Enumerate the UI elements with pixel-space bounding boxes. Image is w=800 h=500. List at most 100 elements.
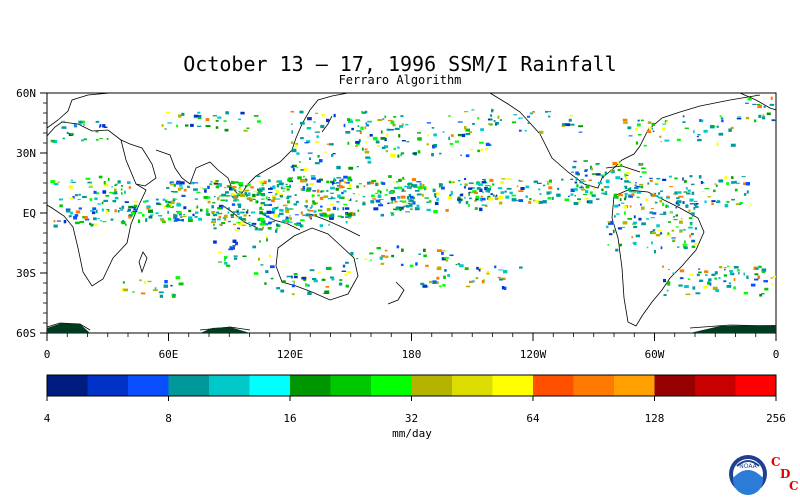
rain-cell xyxy=(250,211,256,214)
rain-cell xyxy=(451,181,456,184)
rain-cell xyxy=(394,208,399,211)
rain-cell xyxy=(256,193,259,196)
rain-cell xyxy=(286,197,290,200)
rain-cell xyxy=(327,266,332,271)
rain-cell xyxy=(238,221,243,225)
rain-cell xyxy=(538,188,541,191)
rain-cell xyxy=(628,135,633,137)
rain-cell xyxy=(343,123,346,128)
rain-cell xyxy=(114,196,119,200)
rain-cell xyxy=(641,167,646,169)
rain-cell xyxy=(518,117,524,119)
rain-cell xyxy=(546,181,549,183)
rain-cell xyxy=(455,263,458,266)
rain-cell xyxy=(746,275,749,280)
rain-cell xyxy=(314,162,320,165)
rain-cell xyxy=(294,194,297,197)
rain-cell xyxy=(584,197,589,200)
rain-cell xyxy=(520,187,525,190)
rain-cell xyxy=(84,216,88,220)
rain-cell xyxy=(724,268,726,271)
rain-cell xyxy=(650,193,653,196)
rain-cell xyxy=(105,194,110,197)
rain-cell xyxy=(719,265,723,269)
rain-cell xyxy=(164,128,167,130)
rain-cell xyxy=(467,204,471,207)
rain-cell xyxy=(287,221,293,223)
rain-cell xyxy=(708,278,712,282)
rain-cell xyxy=(159,294,163,298)
rain-cell xyxy=(248,214,251,217)
rain-cell xyxy=(197,114,202,117)
rain-cell xyxy=(393,186,399,190)
rain-cell xyxy=(320,190,323,193)
rain-cell xyxy=(262,212,267,216)
rain-cell xyxy=(348,216,352,219)
rain-cell xyxy=(285,206,288,211)
colorbar-swatch xyxy=(330,375,372,396)
rain-cell xyxy=(700,181,703,184)
rain-cell xyxy=(744,193,747,196)
rain-cell xyxy=(165,205,171,207)
rain-cell xyxy=(417,137,422,141)
rain-cell xyxy=(431,144,436,146)
rain-cell xyxy=(692,286,696,290)
rain-cell xyxy=(448,136,450,141)
rain-cell xyxy=(117,180,121,184)
rain-cell xyxy=(573,201,579,205)
rain-cell xyxy=(345,213,348,216)
rain-cell xyxy=(679,220,683,224)
rain-cell xyxy=(691,191,695,195)
rain-cell xyxy=(420,282,425,286)
rain-cell xyxy=(771,283,774,285)
rain-cell xyxy=(311,277,317,281)
rain-cell xyxy=(485,184,490,187)
rain-cell xyxy=(314,131,320,133)
rain-cell xyxy=(565,123,571,127)
rain-cell xyxy=(93,217,97,221)
rain-cell xyxy=(73,216,78,220)
rain-cell xyxy=(263,204,269,207)
rain-cell xyxy=(734,180,737,184)
rain-cell xyxy=(380,136,386,140)
rain-cell xyxy=(124,223,127,226)
rain-cell xyxy=(302,185,306,190)
rain-cell xyxy=(384,194,388,196)
rain-cell xyxy=(306,183,309,187)
lat-label: 30S xyxy=(16,267,36,280)
rain-cell xyxy=(152,289,158,292)
rain-cell xyxy=(355,200,358,202)
rain-cell xyxy=(213,182,219,185)
rain-cell xyxy=(266,210,272,214)
rain-cell xyxy=(329,276,334,279)
rain-cell xyxy=(325,118,330,123)
rain-cell xyxy=(292,164,294,168)
rain-cell xyxy=(259,187,264,191)
rain-cell xyxy=(737,269,740,272)
rain-cell xyxy=(511,194,517,197)
rain-cell xyxy=(433,280,436,284)
rain-cell xyxy=(364,258,368,260)
rain-cell xyxy=(660,232,663,235)
rain-cell xyxy=(351,127,355,131)
rain-cell xyxy=(591,194,596,197)
rain-cell xyxy=(490,118,492,120)
rain-cell xyxy=(135,208,138,213)
rain-cell xyxy=(488,123,493,125)
rain-cell xyxy=(332,152,336,155)
rain-cell xyxy=(232,245,236,247)
rain-cell xyxy=(719,115,722,118)
rain-cell xyxy=(390,202,394,204)
rain-cell xyxy=(343,190,347,193)
rain-cell xyxy=(605,225,609,229)
rain-cell xyxy=(654,182,659,184)
rain-cell xyxy=(417,186,421,190)
rain-cell xyxy=(303,278,307,282)
lat-label: 30N xyxy=(16,147,36,160)
rain-cell xyxy=(195,206,198,209)
rain-cell xyxy=(640,119,644,122)
rain-cell xyxy=(442,283,446,287)
rain-cell xyxy=(542,184,546,187)
rain-cell xyxy=(355,119,360,122)
rain-cell xyxy=(370,181,375,185)
